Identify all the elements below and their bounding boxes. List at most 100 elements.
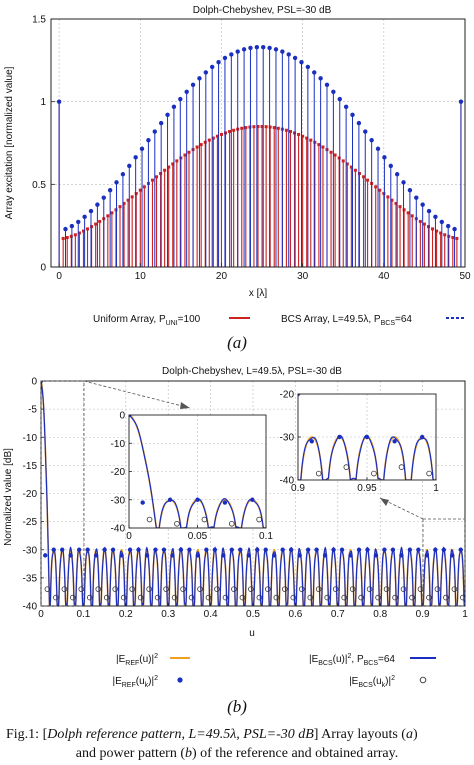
stem-marker	[167, 165, 171, 169]
stem-marker	[215, 134, 219, 138]
series-uniform	[57, 100, 463, 267]
bcs-sample-point	[375, 594, 381, 601]
bcs-sample-point	[44, 586, 51, 592]
stem-marker	[388, 163, 393, 169]
ref-sample-point	[280, 547, 285, 552]
stem-marker	[382, 192, 386, 196]
panel-b: Dolph-Chebyshev, L=49.5λ, PSL=-30 dB 0 0.…	[3, 366, 468, 716]
ref-sample-point	[110, 547, 116, 552]
legend-uniform-tail: =100	[178, 314, 201, 325]
stem-marker	[73, 233, 77, 237]
panel-b-label: (b)	[227, 697, 247, 716]
ref-sample-point	[458, 547, 463, 552]
stem-marker	[410, 214, 414, 218]
ref-sample-point	[450, 553, 455, 558]
bcs-sample-point	[417, 586, 424, 592]
tick-label-y: 0	[119, 411, 125, 422]
ref-sample-point	[298, 394, 301, 397]
stem-marker	[292, 55, 298, 61]
stem-marker	[349, 165, 353, 169]
ref-sample-point	[373, 553, 379, 558]
stem-marker	[90, 225, 94, 229]
ref-sample-point	[305, 547, 311, 552]
stem-marker	[345, 162, 349, 166]
ref-sample-point	[187, 547, 192, 552]
stem-marker	[299, 59, 304, 65]
stem-marker	[329, 150, 333, 154]
bcs-sample-point	[78, 586, 85, 592]
bcs-sample-point	[205, 594, 212, 601]
caption-a: a	[406, 727, 413, 742]
ref-sample-point	[441, 547, 446, 552]
stem-marker	[343, 104, 349, 110]
stem-marker	[158, 120, 164, 126]
inset-left: 0 0.05 0.1 0 -10 -20 -30 -40	[111, 411, 274, 543]
stem-marker	[305, 64, 311, 70]
stem-marker	[273, 47, 279, 52]
panel-a-frame	[50, 18, 466, 268]
ref-sample-point	[140, 500, 145, 505]
callout-arrowhead-left	[180, 402, 190, 409]
tick-label-y: 1.5	[32, 15, 46, 26]
tick-label-x: 0	[38, 609, 44, 620]
bcs-sample-point	[392, 594, 398, 601]
ref-sample-point	[238, 547, 243, 552]
stem-marker	[369, 137, 374, 143]
ref-sample-point	[433, 547, 438, 552]
stem-marker	[256, 124, 260, 128]
tick-label-x: 0.3	[161, 609, 175, 620]
stem-marker	[219, 132, 223, 136]
bcs-sample-point	[307, 594, 314, 601]
stem-marker	[110, 211, 114, 215]
leg-bcs-pts-p1: BCS	[358, 682, 373, 689]
bcs-sample-point	[341, 594, 347, 601]
leg-bcs-pts-p2: (u	[373, 676, 382, 687]
tick-label-y: -40	[280, 476, 295, 487]
leg-ref-line-p0: |E	[116, 654, 126, 665]
bcs-sample-point	[201, 516, 208, 523]
leg-bcs-line-p4: , P	[351, 654, 364, 665]
stem-marker	[211, 136, 215, 140]
bcs-sample-point	[315, 470, 322, 477]
tick-label-x: 0	[126, 531, 132, 542]
stem-marker	[88, 208, 94, 214]
leg-ref-pts-p4: )|	[148, 676, 154, 687]
ref-sample-point	[246, 553, 251, 558]
ref-sample-point	[195, 553, 201, 558]
stem-marker	[183, 153, 187, 157]
tick-label-y: -5	[28, 405, 37, 416]
ref-sample-point	[85, 547, 90, 552]
ref-sample-point	[255, 547, 260, 552]
stem-marker	[394, 201, 398, 205]
bcs-sample-point	[256, 594, 263, 601]
tick-label-y: -15	[23, 461, 38, 472]
leg-bcs-line-p1: BCS	[318, 660, 333, 667]
stem-marker	[350, 112, 355, 118]
legend-ref-pts-label: |EREF(uk)|2	[112, 675, 158, 689]
ref-sample-point	[309, 439, 314, 444]
stem-marker	[184, 89, 189, 94]
bcs-sample-point	[171, 594, 178, 601]
ref-sample-point	[51, 547, 56, 552]
tick-label-x: 50	[459, 271, 471, 282]
ref-sample-point	[250, 497, 255, 502]
bcs-sample-point	[174, 520, 180, 527]
tick-label-x: 0.2	[119, 609, 133, 620]
bcs-sample-point	[290, 594, 297, 601]
stem-marker	[455, 236, 459, 240]
stem-marker	[324, 82, 330, 88]
legend-bcs-line-label: |EBCS(u)|2, PBCS=64	[309, 653, 395, 667]
legend-uniform-main: Uniform Array, P	[93, 314, 166, 325]
stem-marker	[426, 225, 430, 229]
tick-label-y: -10	[111, 439, 126, 450]
stem-marker	[337, 96, 342, 102]
ref-sample-point	[420, 434, 425, 440]
ref-sample-point	[127, 547, 133, 552]
ref-sample-point	[222, 500, 228, 505]
stem-marker	[163, 168, 167, 172]
legend-ref-line-label: |EREF(u)|2	[116, 653, 158, 667]
ref-sample-point	[288, 547, 294, 552]
stem-marker	[301, 134, 305, 138]
stem-marker	[146, 137, 151, 143]
